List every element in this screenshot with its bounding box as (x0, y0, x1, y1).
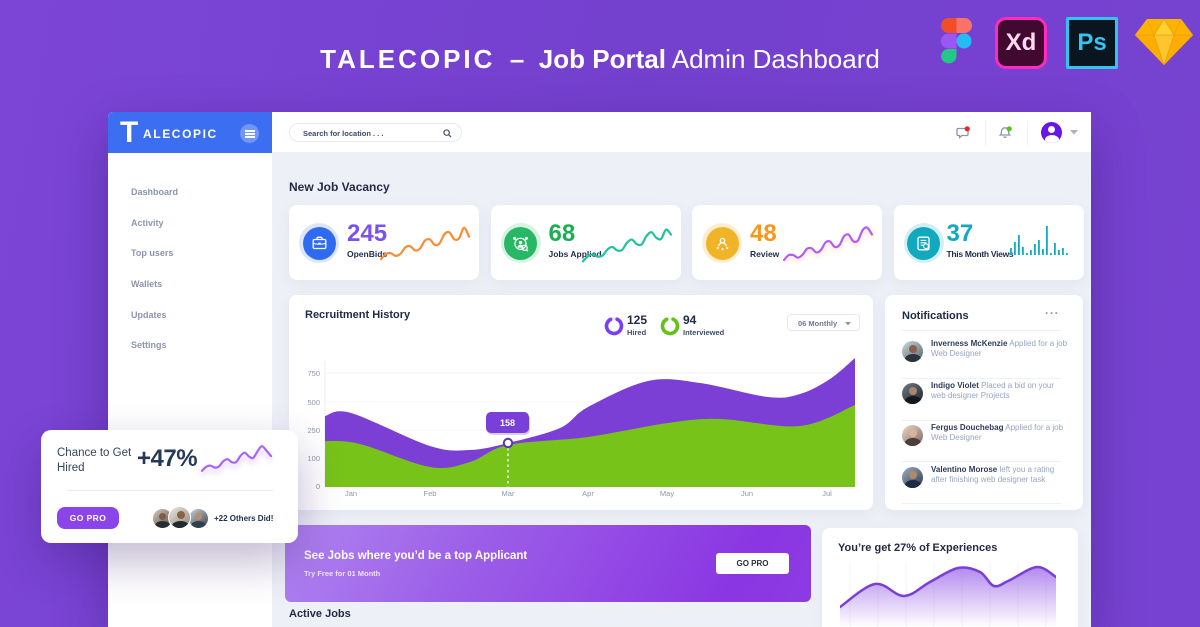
svg-text:Jan: Jan (345, 489, 357, 498)
svg-text:250: 250 (307, 426, 320, 435)
svg-text:Mar: Mar (502, 489, 515, 498)
svg-text:750: 750 (307, 369, 320, 378)
svg-text:100: 100 (307, 454, 320, 463)
svg-text:500: 500 (307, 398, 320, 407)
svg-text:158: 158 (500, 418, 515, 428)
svg-text:Jun: Jun (741, 489, 753, 498)
svg-text:Feb: Feb (424, 489, 437, 498)
svg-text:May: May (660, 489, 674, 498)
svg-text:0: 0 (316, 482, 320, 491)
svg-text:Jul: Jul (822, 489, 832, 498)
svg-text:Apr: Apr (582, 489, 594, 498)
